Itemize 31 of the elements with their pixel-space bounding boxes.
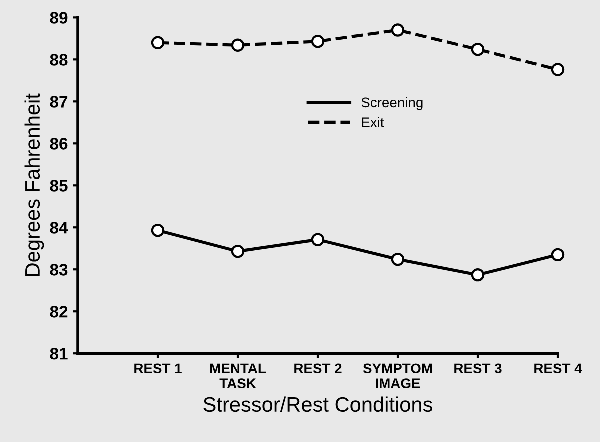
point [471,42,485,56]
y-tick-label: 81 [50,348,68,360]
x-tick-label: REST 1 [134,364,182,374]
point [231,244,245,258]
y-tick-label: 85 [50,180,68,192]
legend-label: Screening [362,97,423,110]
x-axis-title: Stressor/Rest Conditions [204,396,432,412]
point [151,224,165,238]
point [471,268,485,282]
point [391,252,405,266]
y-tick-label: 84 [50,222,68,234]
y-tick-label: 83 [50,264,68,276]
y-tick-label: 86 [50,138,68,150]
point [231,38,245,52]
y-axis-title: Degrees Fahrenheit [24,94,44,276]
point [151,36,165,50]
legend-label: Exit [362,117,384,128]
y-tick-label: 87 [50,96,68,108]
y-tick-label: 89 [50,12,68,24]
x-tick-label: REST 2 [294,364,342,374]
y-tick-label: 82 [50,306,68,318]
point [551,248,565,262]
point [551,63,565,76]
point [311,35,325,48]
x-tick-label: MENTAL TASK [210,364,266,388]
point [391,24,405,37]
x-tick-label: SYMPTOM IMAGE [363,364,432,388]
x-tick-label: REST 4 [534,364,582,374]
x-tick-label: REST 3 [454,364,502,374]
point [311,233,325,246]
y-tick-label: 88 [50,54,68,66]
